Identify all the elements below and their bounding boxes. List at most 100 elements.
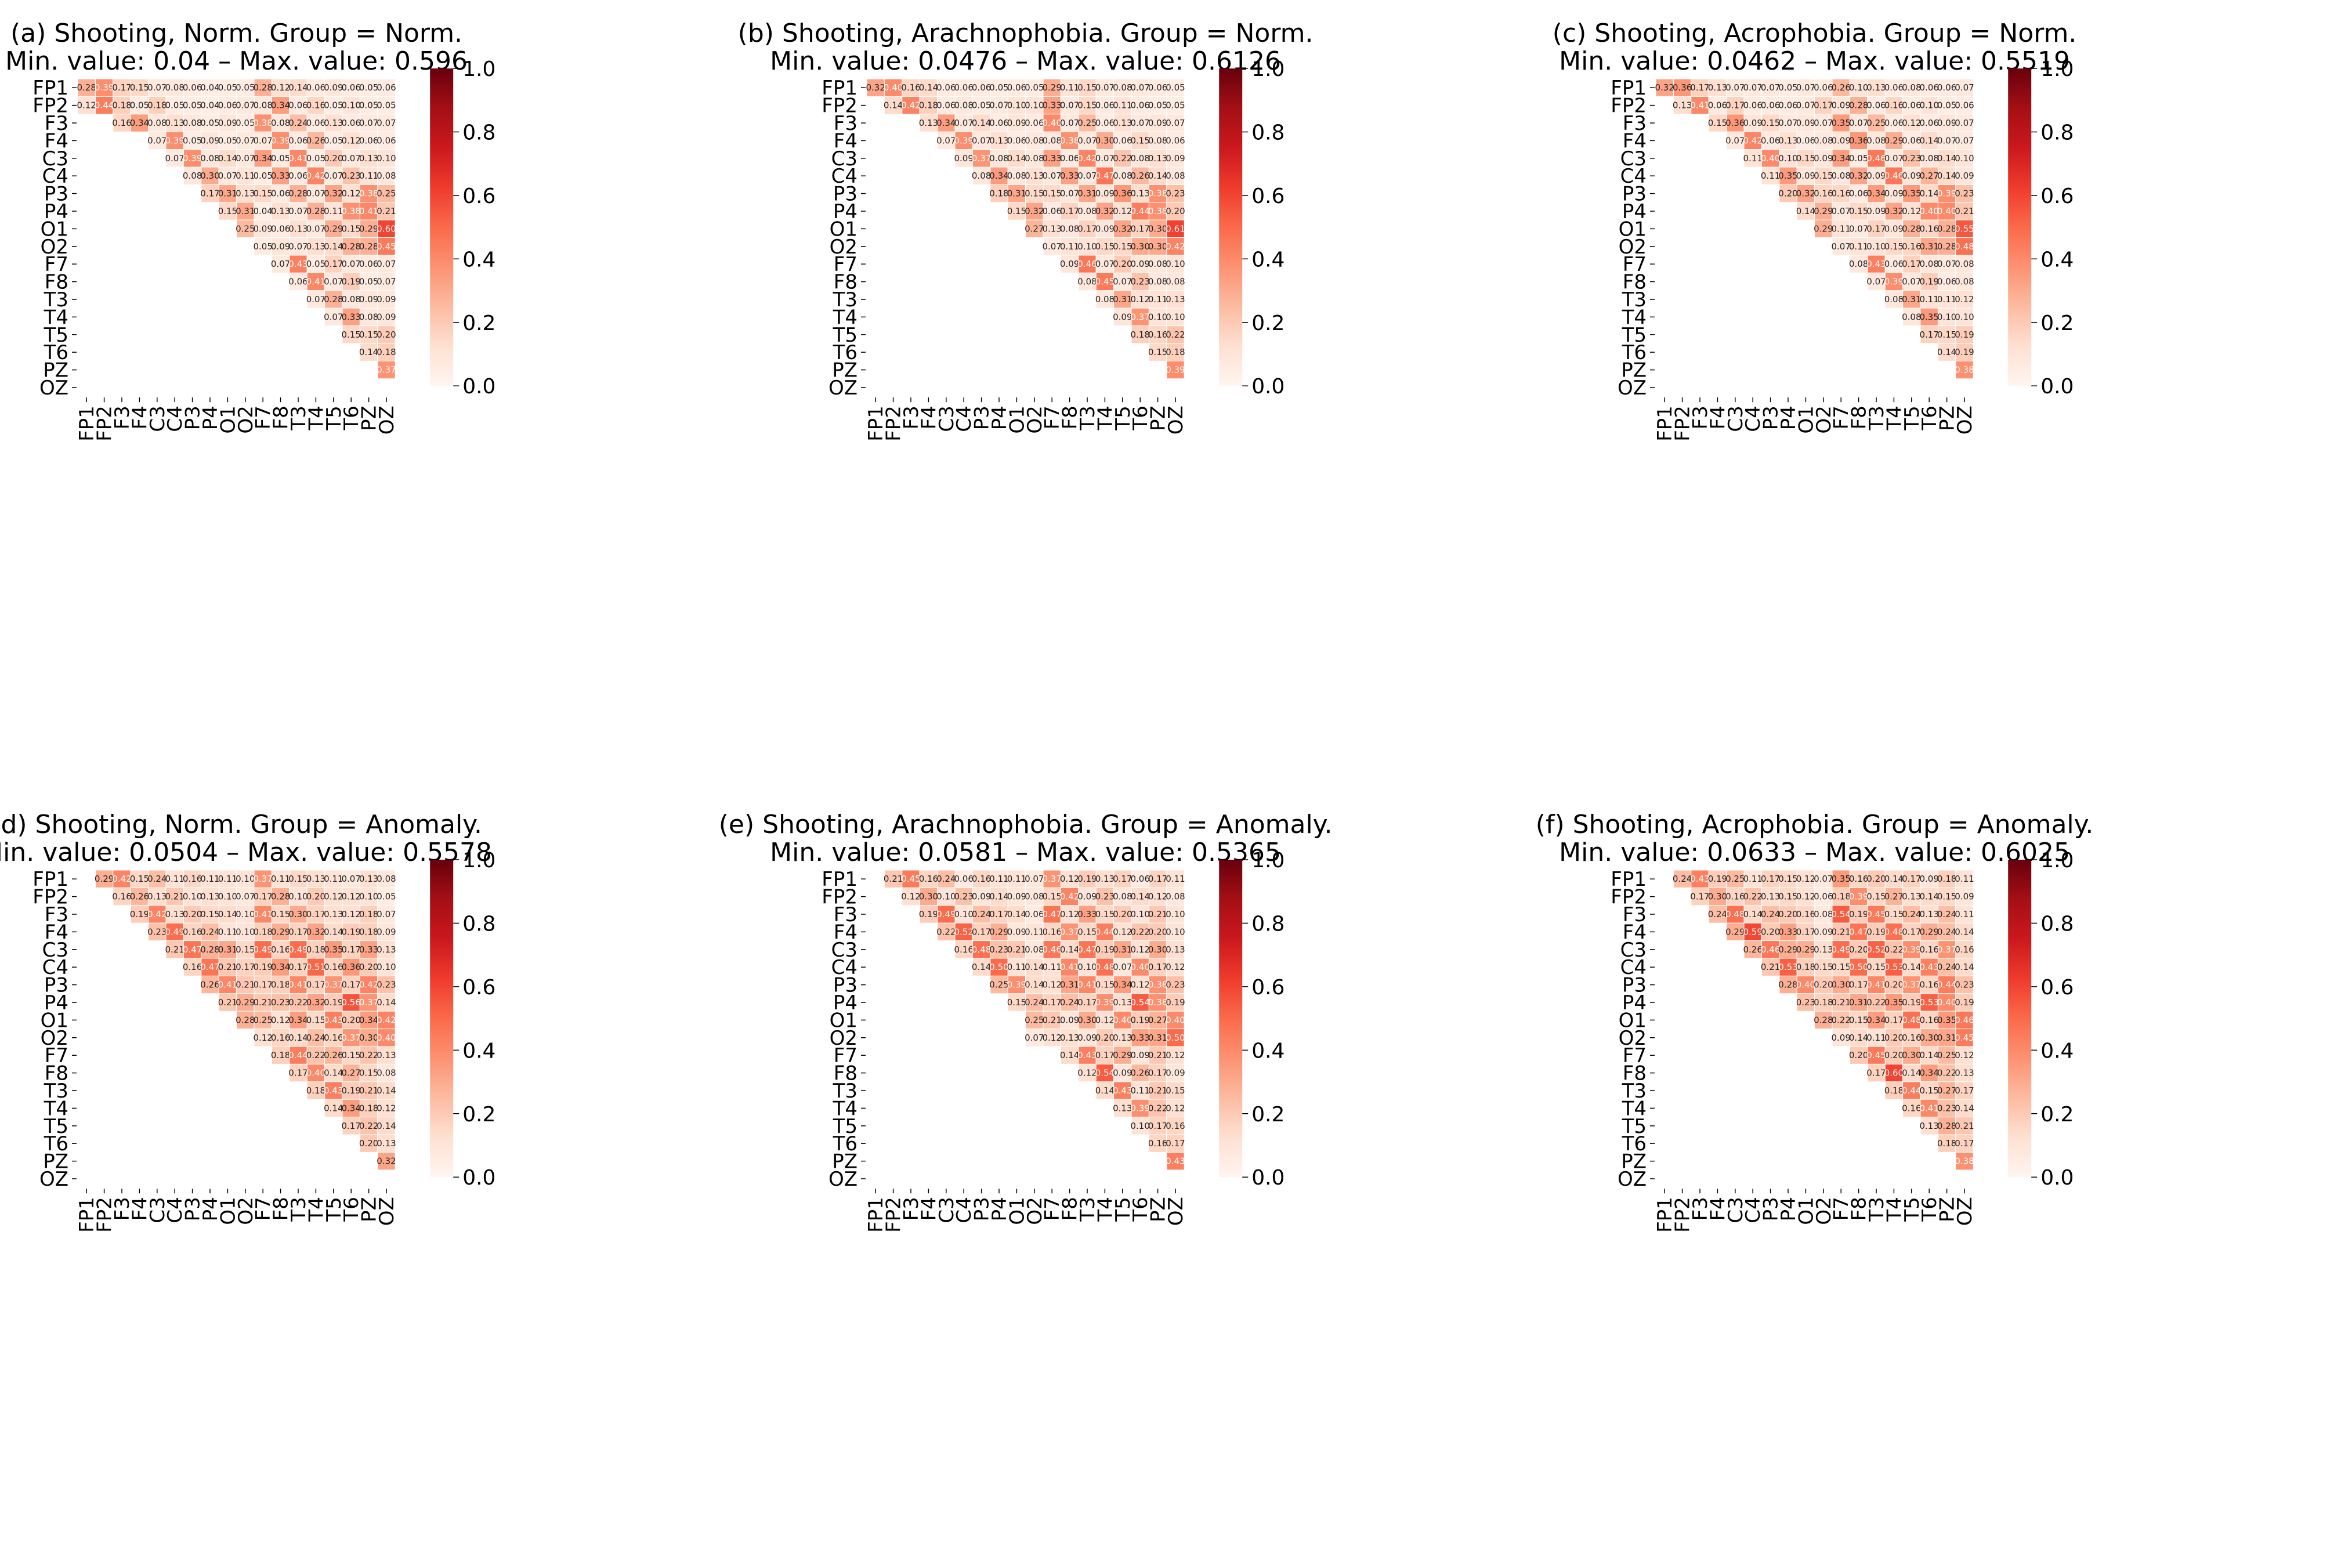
heatmap-cell: [1113, 114, 1132, 132]
heatmap-cell: [1902, 922, 1921, 941]
cell-value-label: 0.23: [1955, 980, 1974, 990]
cell-value-label: 0.41: [288, 980, 307, 990]
y-tick-label: C3: [1620, 147, 1647, 171]
cell-value-label: 0.11: [1831, 223, 1850, 234]
cell-value-label: 0.09: [1831, 1033, 1850, 1043]
heatmap-cell: [1867, 96, 1886, 115]
heatmap-cell: [1166, 958, 1185, 976]
cell-value-label: 0.13: [288, 223, 307, 234]
heatmap-cell: [148, 131, 167, 150]
cell-value-label: 0.05: [165, 100, 184, 111]
cell-value-label: 0.13: [1778, 135, 1797, 146]
y-tick-label: T5: [1622, 324, 1647, 347]
cell-value-label: 0.18: [253, 926, 272, 937]
heatmap-cell: [1148, 1046, 1167, 1064]
heatmap-cell: [1148, 166, 1167, 185]
cell-value-label: 0.24: [1902, 909, 1921, 919]
heatmap-cell: [1078, 993, 1097, 1012]
cell-value-label: 0.27: [341, 1068, 360, 1078]
heatmap-cell: [130, 905, 149, 924]
cell-value-label: 0.20: [1113, 259, 1132, 269]
y-tick-label: F8: [834, 271, 857, 294]
chart-subtitle: Min. value: 0.04 – Max. value: 0.596: [5, 46, 468, 76]
y-tick-label: P4: [44, 200, 68, 223]
cell-value-label: 0.26: [130, 892, 149, 902]
x-tick-label: O2: [1812, 405, 1836, 433]
y-tick-label: P3: [44, 183, 68, 206]
heatmap-cell: [77, 78, 96, 97]
cell-value-label: 0.13: [919, 118, 938, 128]
heatmap-cell: [1849, 1046, 1868, 1064]
cell-value-label: 0.08: [377, 171, 396, 181]
cell-value-label: 0.10: [1166, 312, 1185, 322]
x-tick-label: T5: [1112, 1197, 1135, 1222]
cell-value-label: 0.09: [200, 135, 219, 146]
cell-value-label: 0.38: [1060, 135, 1079, 146]
y-tick-label: P4: [44, 991, 68, 1015]
cell-value-label: 0.35: [1902, 189, 1921, 199]
cell-value-label: 0.19: [1902, 997, 1921, 1008]
chart-title: (a) Shooting, Norm. Group = Norm.: [10, 19, 462, 48]
cell-value-label: 0.12: [1077, 1068, 1097, 1078]
heatmap-cell: [1761, 958, 1780, 976]
heatmap-cell: [1779, 975, 1797, 994]
cell-value-label: 0.41: [1866, 980, 1886, 990]
cell-value-label: 0.17: [1955, 1138, 1974, 1149]
heatmap-cell: [271, 219, 290, 238]
cell-value-label: 0.07: [1060, 189, 1079, 199]
cell-value-label: 0.24: [288, 118, 307, 128]
x-tick-label: OZ: [375, 405, 399, 434]
cell-value-label: 0.12: [1796, 874, 1815, 884]
cell-value-label: 0.05: [236, 82, 255, 93]
cell-value-label: 0.17: [1796, 926, 1815, 937]
cell-value-label: 0.14: [377, 1121, 396, 1131]
cell-value-label: 0.15: [1884, 241, 1904, 252]
cell-value-label: 0.55: [1955, 223, 1974, 234]
colorbar-tick-label: 0.8: [1251, 912, 1285, 936]
cell-value-label: 0.08: [1007, 171, 1026, 181]
heatmap-cell: [990, 975, 1008, 994]
heatmap-cell: [1761, 887, 1780, 906]
cell-value-label: 0.12: [341, 892, 360, 902]
cell-value-label: 0.31: [1148, 1033, 1167, 1043]
colorbar-tick-label: 0.0: [1251, 375, 1285, 399]
cell-value-label: 0.13: [236, 189, 255, 199]
heatmap-cell: [1166, 887, 1185, 906]
heatmap-cell: [236, 975, 255, 994]
cell-value-label: 0.07: [1937, 135, 1956, 146]
y-tick-label: P3: [833, 183, 857, 206]
cell-value-label: 0.08: [1095, 294, 1115, 305]
cell-value-label: 0.05: [253, 241, 272, 252]
cell-value-label: 0.19: [1077, 874, 1097, 884]
x-tick-label: O2: [1023, 405, 1047, 433]
heatmap-cell: [218, 958, 237, 976]
heatmap-cell: [1884, 993, 1904, 1012]
heatmap-cell: [359, 1117, 378, 1135]
cell-value-label: 0.54: [1095, 1068, 1115, 1078]
cell-value-label: 0.20: [341, 1015, 360, 1025]
heatmap-cell: [1902, 1046, 1921, 1064]
y-tick-label: FP1: [1611, 868, 1647, 891]
heatmap-cell: [377, 149, 396, 168]
heatmap-cell: [289, 131, 307, 150]
heatmap-cell: [1060, 166, 1079, 185]
cell-value-label: 0.12: [1113, 206, 1132, 216]
heatmap-cell: [1113, 958, 1132, 976]
cell-value-label: 0.15: [1814, 962, 1833, 972]
cell-value-label: 0.13: [1113, 1033, 1132, 1043]
cell-value-label: 0.24: [1060, 997, 1079, 1008]
cell-value-label: 0.09: [1796, 171, 1815, 181]
cell-value-label: 0.08: [1060, 223, 1079, 234]
cell-value-label: 0.06: [359, 135, 378, 146]
x-tick-label: O2: [234, 405, 258, 433]
heatmap-cell: [1867, 958, 1886, 976]
cell-value-label: 0.18: [1166, 347, 1185, 357]
heatmap-cell: [1955, 905, 1974, 924]
heatmap-cell: [148, 96, 167, 115]
y-tick-label: T5: [833, 324, 857, 347]
chart-title: (b) Shooting, Arachnophobia. Group = Nor…: [738, 19, 1314, 48]
cell-value-label: 0.15: [1113, 241, 1132, 252]
cell-value-label: 0.47: [200, 962, 219, 972]
cell-value-label: 0.15: [1042, 189, 1061, 199]
